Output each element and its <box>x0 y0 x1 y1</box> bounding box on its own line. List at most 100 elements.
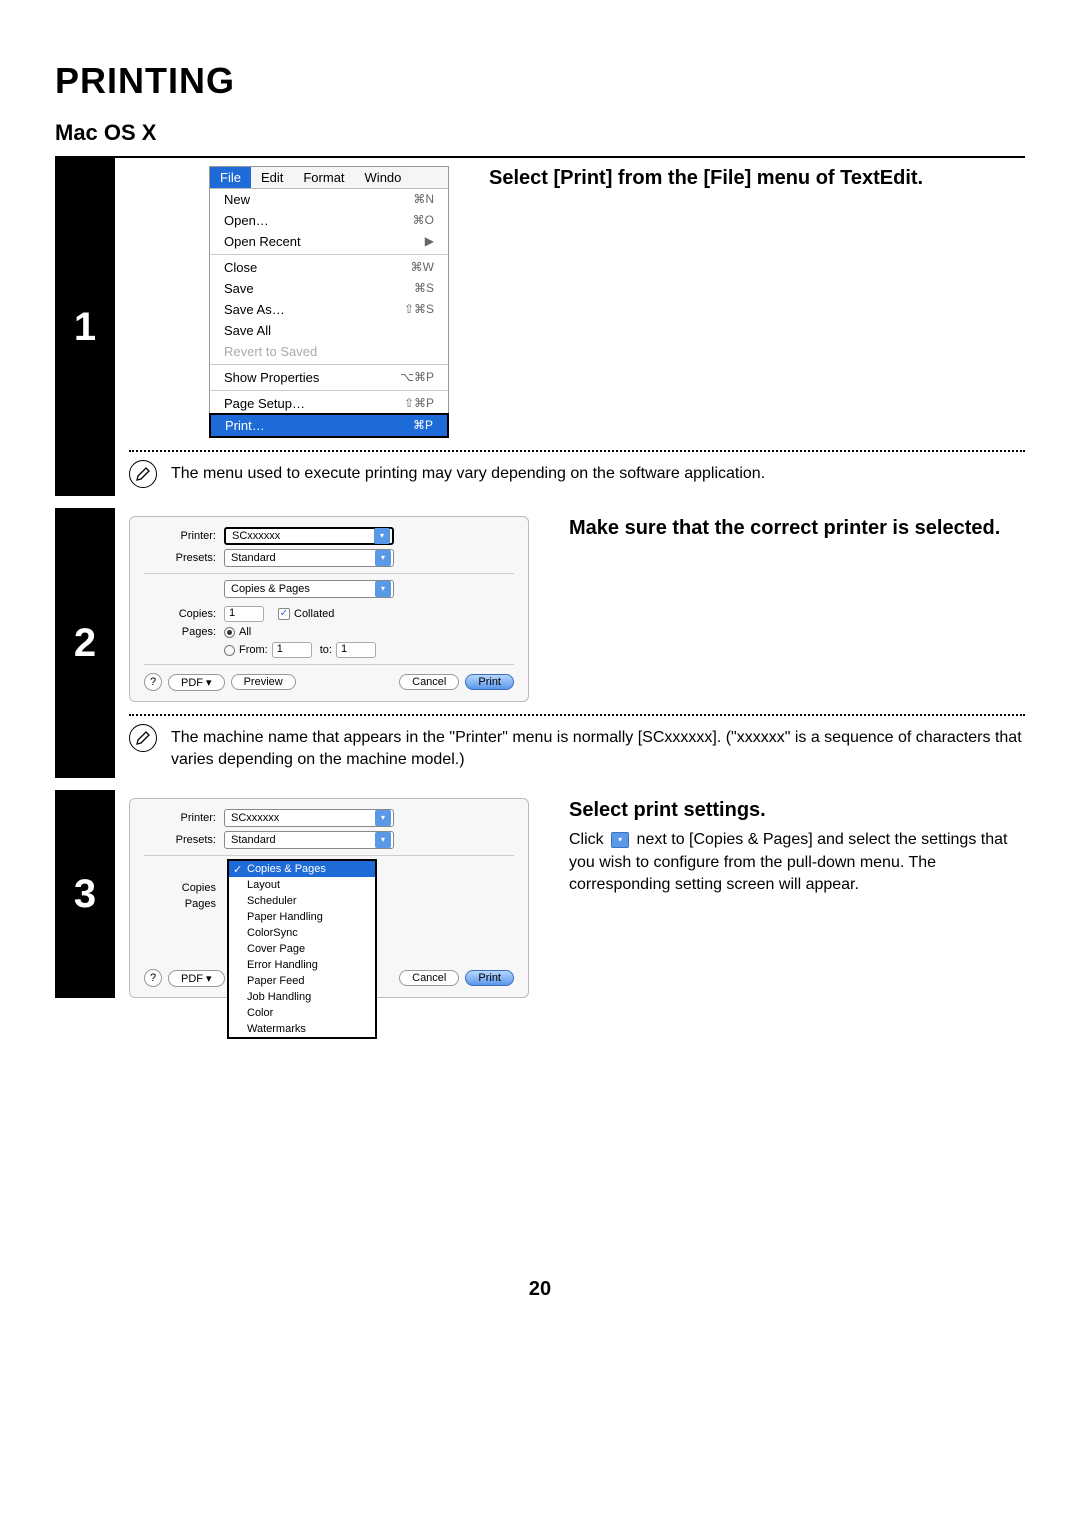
menu-tab[interactable]: File <box>210 167 251 188</box>
menu-shortcut: ⌘S <box>414 281 434 296</box>
menu-item[interactable]: Open Recent ▶ <box>210 231 448 252</box>
menu-tab[interactable]: Windo <box>355 167 412 188</box>
menu-item[interactable]: Open… ⌘O <box>210 210 448 231</box>
pdf-button[interactable]: PDF ▾ <box>168 674 225 691</box>
menu-separator <box>210 364 448 365</box>
printer-select[interactable]: SCxxxxxx ▾ <box>224 527 394 545</box>
pdf-button[interactable]: PDF ▾ <box>168 970 225 987</box>
step-3-heading: Select print settings. <box>569 798 1025 823</box>
step-2: 2 Printer: SCxxxxxx ▾ Presets: Standar <box>55 508 1025 778</box>
presets-label: Presets: <box>144 834 224 846</box>
menu-item-label: Open… <box>224 213 269 228</box>
dropdown-item[interactable]: Paper Feed <box>229 973 375 989</box>
menu-item[interactable]: Show Properties⌥⌘P <box>210 367 448 388</box>
print-button[interactable]: Print <box>465 970 514 986</box>
dropdown-item[interactable]: ColorSync <box>229 925 375 941</box>
menu-shortcut: ▶ <box>425 234 434 249</box>
menu-shortcut: ⌘P <box>413 418 433 433</box>
help-button[interactable]: ? <box>144 969 162 987</box>
menu-item-label: Open Recent <box>224 234 301 249</box>
page-number: 20 <box>55 1278 1025 1301</box>
print-dialog-step3: Printer: SCxxxxxx ▾ Presets: Standard ▾ <box>129 798 529 998</box>
menu-item[interactable]: Close⌘W <box>210 257 448 278</box>
dotted-divider <box>129 714 1025 716</box>
collated-checkbox[interactable]: ✓ <box>278 608 290 620</box>
print-button[interactable]: Print <box>465 674 514 690</box>
menu-item[interactable]: New⌘N <box>210 189 448 210</box>
pages-all-radio[interactable] <box>224 627 235 638</box>
note-text: The machine name that appears in the "Pr… <box>171 724 1025 770</box>
printer-label: Printer: <box>144 530 224 542</box>
note-text: The menu used to execute printing may va… <box>171 460 765 485</box>
menu-item-label: Page Setup… <box>224 396 305 411</box>
pencil-note-icon <box>129 460 157 488</box>
from-input[interactable]: 1 <box>272 642 312 658</box>
menu-shortcut: ⇧⌘P <box>404 396 434 411</box>
copies-input[interactable]: 1 <box>224 606 264 622</box>
preview-button[interactable]: Preview <box>231 674 296 690</box>
step-3-desc: Click ▾ next to [Copies & Pages] and sel… <box>569 829 1025 896</box>
to-label: to: <box>320 644 332 656</box>
dropdown-item[interactable]: Copies & Pages <box>229 861 375 877</box>
copies-label: Copies: <box>144 608 224 620</box>
dropdown-item[interactable]: Layout <box>229 877 375 893</box>
pages-label: Pages <box>144 898 224 910</box>
dropdown-item[interactable]: Job Handling <box>229 989 375 1005</box>
dropdown-item[interactable]: Watermarks <box>229 1021 375 1037</box>
cancel-button[interactable]: Cancel <box>399 970 459 986</box>
help-button[interactable]: ? <box>144 673 162 691</box>
step-number: 1 <box>55 158 115 496</box>
desc-pre: Click <box>569 831 608 848</box>
pages-all-label: All <box>239 626 251 638</box>
to-input[interactable]: 1 <box>336 642 376 658</box>
desc-post: next to [Copies & Pages] and select the … <box>569 831 1007 893</box>
section-value: Copies & Pages <box>231 583 310 595</box>
menu-tab[interactable]: Edit <box>251 167 293 188</box>
menu-item[interactable]: Save ⌘S <box>210 278 448 299</box>
from-label: From: <box>239 644 268 656</box>
menu-item-label: Save <box>224 281 254 296</box>
dotted-divider <box>129 450 1025 452</box>
page-subtitle: Mac OS X <box>55 120 1025 146</box>
menu-shortcut: ⌘W <box>411 260 434 275</box>
dropdown-item[interactable]: Error Handling <box>229 957 375 973</box>
file-menu-graphic: FileEditFormatWindo New⌘N Open… ⌘O Open Rec… <box>209 166 449 438</box>
step-1-heading: Select [Print] from the [File] menu of T… <box>489 166 1025 191</box>
menu-separator <box>210 390 448 391</box>
dropdown-arrow-icon: ▾ <box>374 528 390 544</box>
section-select[interactable]: Copies & Pages ▾ <box>224 580 394 598</box>
menu-item[interactable]: Page Setup… ⇧⌘P <box>210 393 448 414</box>
page-title: PRINTING <box>55 60 1025 102</box>
pages-range-radio[interactable] <box>224 645 235 656</box>
section-dropdown-open[interactable]: Copies & PagesLayoutSchedulerPaper Handl… <box>227 859 377 1039</box>
printer-value: SCxxxxxx <box>232 530 280 542</box>
menu-item[interactable]: Save As…⇧⌘S <box>210 299 448 320</box>
presets-value: Standard <box>231 552 276 564</box>
menu-item[interactable]: Save All <box>210 320 448 341</box>
menu-tab[interactable]: Format <box>293 167 354 188</box>
printer-value: SCxxxxxx <box>231 812 279 824</box>
pages-label: Pages: <box>144 626 224 638</box>
dropdown-arrow-icon: ▾ <box>375 832 391 848</box>
menu-item-label: Print… <box>225 418 265 433</box>
cancel-button[interactable]: Cancel <box>399 674 459 690</box>
menu-item-label: Save All <box>224 323 271 338</box>
presets-value: Standard <box>231 834 276 846</box>
dropdown-item[interactable]: Color <box>229 1005 375 1021</box>
file-menu-list: New⌘NOpen…⌘OOpen Recent▶Close⌘WSave⌘SSav… <box>210 189 448 438</box>
printer-select[interactable]: SCxxxxxx ▾ <box>224 809 394 827</box>
step-3: 3 Printer: SCxxxxxx ▾ Presets: Standar <box>55 790 1025 998</box>
dropdown-item[interactable]: Paper Handling <box>229 909 375 925</box>
menu-item[interactable]: Print… ⌘P <box>209 413 449 438</box>
presets-label: Presets: <box>144 552 224 564</box>
menu-shortcut: ⌘O <box>413 213 434 228</box>
menu-shortcut: ⇧⌘S <box>404 302 434 317</box>
step-number: 3 <box>55 790 115 998</box>
dropdown-item[interactable]: Cover Page <box>229 941 375 957</box>
menu-separator <box>210 254 448 255</box>
dropdown-item[interactable]: Scheduler <box>229 893 375 909</box>
step-2-note: The machine name that appears in the "Pr… <box>129 724 1025 770</box>
dropdown-arrow-icon: ▾ <box>375 810 391 826</box>
presets-select[interactable]: Standard ▾ <box>224 831 394 849</box>
presets-select[interactable]: Standard ▾ <box>224 549 394 567</box>
